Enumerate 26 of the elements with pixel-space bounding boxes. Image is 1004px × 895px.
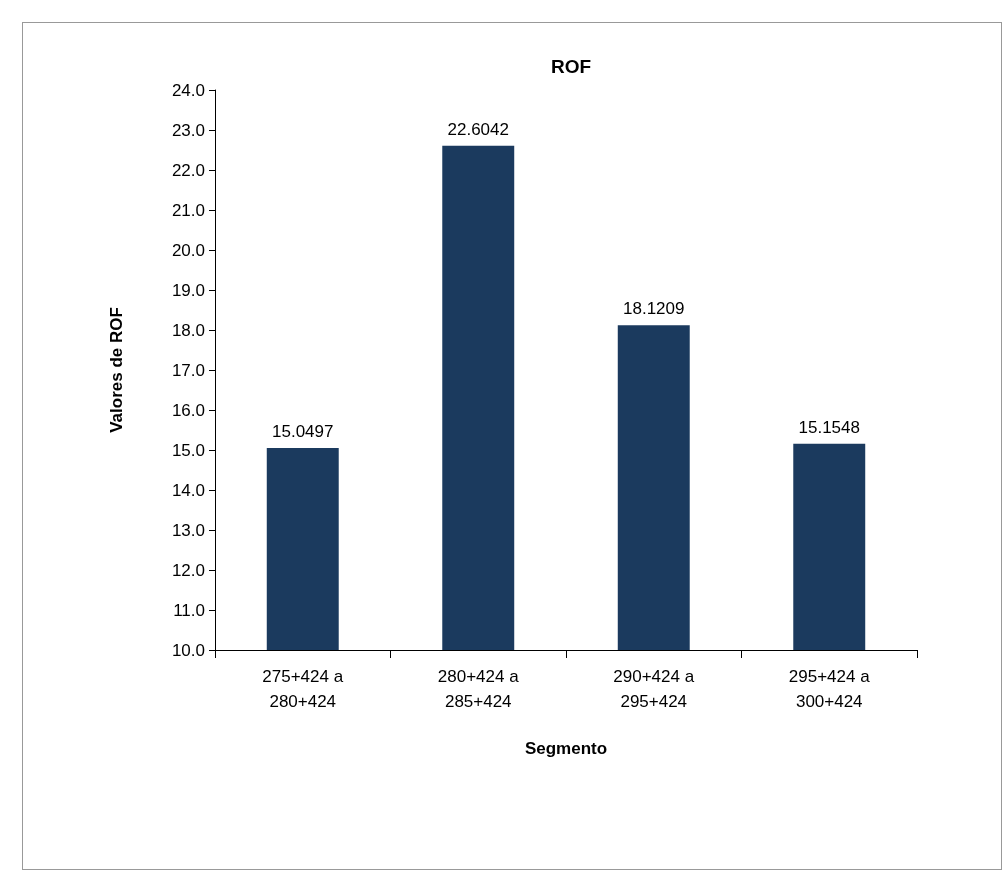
y-tick-label: 19.0 (171, 280, 205, 300)
y-tick-label: 16.0 (171, 400, 205, 420)
y-tick-label: 21.0 (171, 200, 205, 220)
x-tick-label: 280+424 a 285+424 (437, 667, 520, 711)
y-tick-label: 12.0 (171, 560, 205, 580)
data-label: 15.1548 (798, 417, 860, 437)
x-axis-title: Segmento (524, 739, 608, 758)
y-tick-label: 10.0 (171, 640, 205, 660)
x-tick-label: 275+424 a 280+424 (262, 667, 344, 711)
y-tick-label: 23.0 (171, 120, 205, 140)
data-label: 15.0497 (272, 422, 334, 442)
y-axis-title: Valores de ROF (107, 307, 126, 433)
y-tick-label: 13.0 (171, 520, 205, 540)
y-tick-label: 15.0 (171, 440, 205, 460)
y-tick-label: 14.0 (171, 480, 205, 500)
chart-title: ROF (550, 56, 592, 77)
data-label: 22.6042 (447, 119, 509, 139)
y-tick-label: 11.0 (173, 600, 205, 620)
y-tick-label: 22.0 (171, 160, 205, 180)
data-label: 18.1209 (623, 299, 685, 319)
y-tick-label: 20.0 (171, 240, 205, 260)
x-tick-label: 290+424 a 295+424 (613, 667, 695, 711)
x-tick-label: 295+424 a 300+424 (788, 667, 871, 711)
y-tick-label: 17.0 (171, 360, 205, 380)
y-tick-label: 18.0 (171, 320, 205, 340)
y-tick-label: 24.0 (171, 80, 205, 100)
